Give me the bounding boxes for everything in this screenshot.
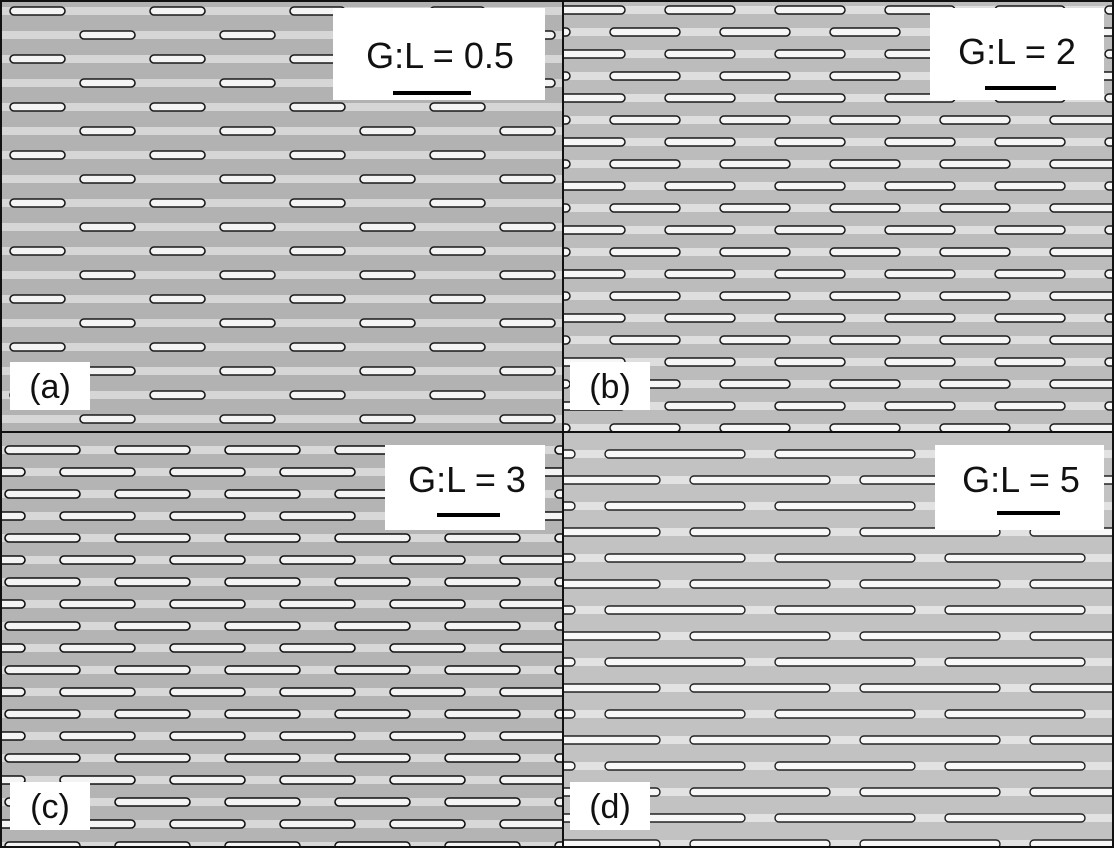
ratio-label: G:L = 0.5 (366, 35, 514, 76)
panel-letter: (d) (589, 788, 631, 826)
ratio-label: G:L = 5 (962, 459, 1080, 500)
figure: G:L = 0.5 (a) G:L = 2 (b) G:L = 3 (c) G:… (0, 0, 1114, 848)
ratio-label: G:L = 3 (408, 459, 526, 500)
panel-letter: (c) (30, 788, 70, 826)
panel-letter: (b) (589, 368, 631, 406)
panel-letter: (a) (29, 368, 71, 406)
ratio-label: G:L = 2 (958, 31, 1076, 72)
